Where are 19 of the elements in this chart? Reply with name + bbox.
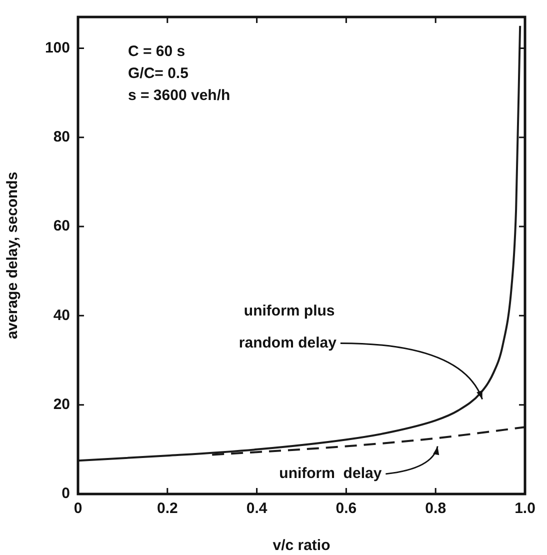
x-tick-label: 0.4 [246, 500, 268, 518]
annotation: s = 3600 veh/h [128, 87, 230, 104]
x-tick-label: 1.0 [514, 500, 536, 518]
y-tick-label: 20 [53, 396, 70, 413]
y-tick-label: 40 [53, 306, 70, 324]
x-tick-label: 0.2 [156, 500, 178, 518]
series-label: uniform delay [279, 465, 382, 482]
y-axis-title: average delay, seconds [4, 172, 22, 340]
x-axis-title: v/c ratio [272, 537, 330, 554]
x-tick-label: 0 [74, 500, 82, 518]
annotation: C = 60 s [128, 43, 186, 60]
y-tick-label: 100 [44, 39, 70, 56]
text: uniform plus random delay [238, 302, 338, 352]
y-tick-label: 60 [53, 218, 70, 235]
x-tick-label: 0.6 [336, 500, 357, 518]
y-tick-label: 0 [62, 485, 70, 502]
y-tick-label: 80 [53, 128, 70, 146]
annotation: G/C= 0.5 [128, 65, 188, 82]
x-tick-label: 0.8 [425, 500, 446, 518]
